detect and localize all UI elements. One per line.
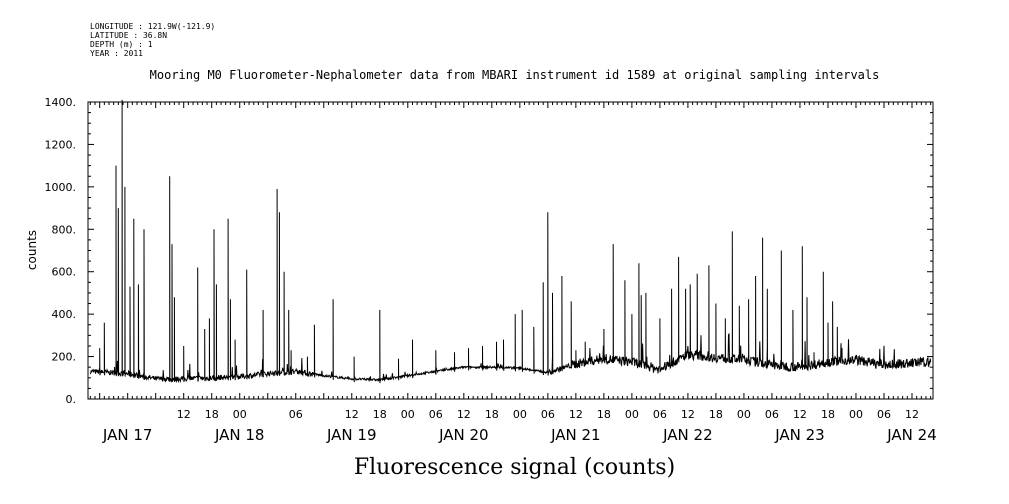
plot-frame [87, 101, 934, 400]
x-hour-label: 12 [345, 408, 359, 421]
x-date-label: JAN 17 [102, 426, 153, 444]
x-date-label: JAN 19 [326, 426, 377, 444]
x-hour-label: 06 [653, 408, 667, 421]
y-tick-label: 800. [52, 223, 77, 236]
x-hour-label: 12 [905, 408, 919, 421]
depth-label: DEPTH (m) : 1 [90, 40, 153, 49]
x-date-label: JAN 22 [662, 426, 713, 444]
x-date-label: JAN 21 [550, 426, 601, 444]
x-hour-label: 06 [877, 408, 891, 421]
x-hour-label: 18 [597, 408, 611, 421]
latitude-label: LATITUDE : 36.8N [90, 31, 168, 40]
y-tick-label: 200. [52, 351, 77, 364]
x-hour-label: 00 [401, 408, 415, 421]
chart-title: Mooring M0 Fluorometer-Nephalometer data… [149, 68, 880, 82]
x-hour-label: 18 [205, 408, 219, 421]
x-hour-label: 12 [793, 408, 807, 421]
x-hour-label: 00 [849, 408, 863, 421]
x-hour-label: 06 [429, 408, 443, 421]
x-hour-label: 12 [569, 408, 583, 421]
x-date-label: JAN 24 [886, 426, 937, 444]
labels-layer: 0. 200. 400. 600. 800. 1000. 1200. 1400. 12 18 00 0… [45, 96, 937, 444]
x-hour-label: 18 [709, 408, 723, 421]
x-hour-label: 12 [177, 408, 191, 421]
x-hour-label: 00 [513, 408, 527, 421]
ticks-layer [88, 101, 933, 400]
x-hour-label: 06 [765, 408, 779, 421]
x-hour-label: 18 [373, 408, 387, 421]
x-hour-label: 18 [485, 408, 499, 421]
footer-label: Fluorescence signal (counts) [353, 455, 676, 480]
y-tick-label: 1400. [45, 96, 77, 109]
y-axis-title: counts [25, 230, 39, 270]
x-date-label: JAN 23 [774, 426, 825, 444]
y-tick-label: 1000. [45, 181, 77, 194]
x-hour-label: 06 [289, 408, 303, 421]
x-hour-label: 00 [737, 408, 751, 421]
x-date-label: JAN 18 [214, 426, 265, 444]
x-hour-label: 00 [233, 408, 247, 421]
y-tick-label: 600. [52, 266, 77, 279]
x-hour-label: 06 [541, 408, 555, 421]
y-tick-label: 400. [52, 308, 77, 321]
longitude-label: LONGITUDE : 121.9W(-121.9) [90, 22, 216, 31]
x-hour-label: 00 [625, 408, 639, 421]
x-hour-label: 18 [821, 408, 835, 421]
y-tick-label: 0. [66, 393, 77, 406]
y-tick-label: 1200. [45, 138, 77, 151]
year-label: YEAR : 2011 [90, 49, 143, 58]
x-hour-label: 12 [681, 408, 695, 421]
fluorescence-series-line [89, 99, 932, 384]
x-hour-label: 12 [457, 408, 471, 421]
x-date-label: JAN 20 [438, 426, 489, 444]
